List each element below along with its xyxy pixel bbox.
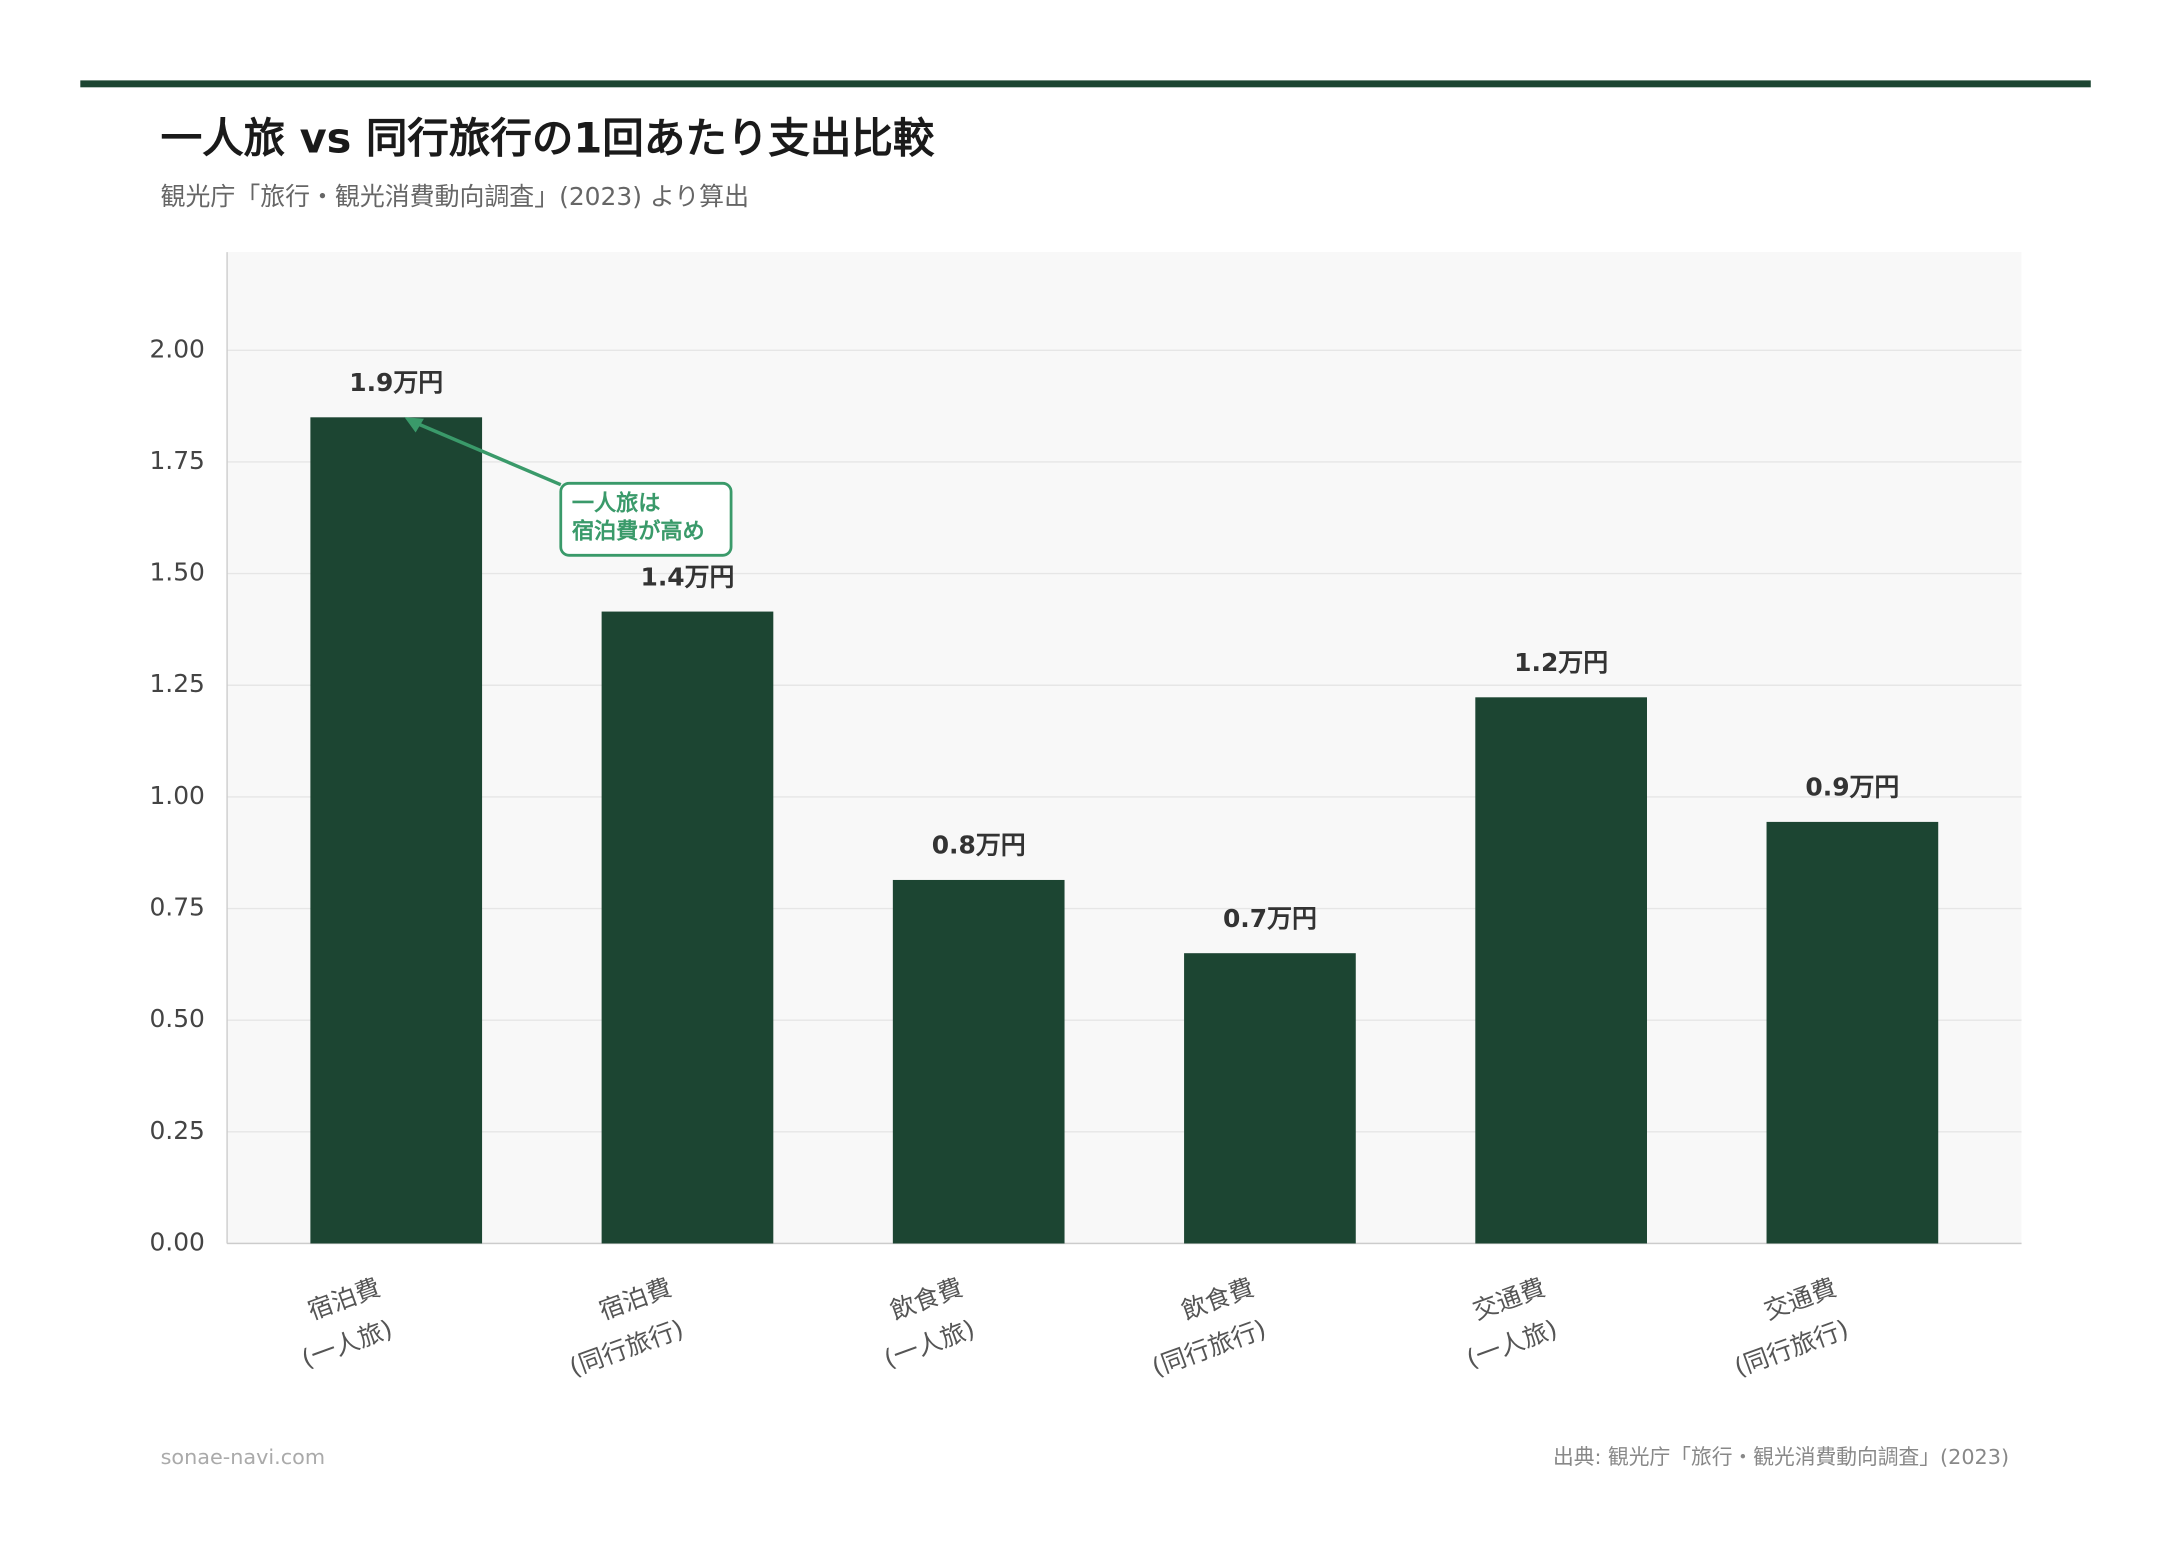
y-tick-label: 1.75 — [149, 446, 204, 475]
y-tick-label: 0.50 — [149, 1004, 204, 1033]
annotation-arrowhead — [404, 417, 424, 433]
x-tick-label: 飲食費(同行旅行) — [1148, 1273, 1270, 1382]
value-label: 0.8万円 — [932, 831, 1026, 860]
value-label: 1.2万円 — [1514, 648, 1608, 677]
x-tick-label-line: 飲食費 — [886, 1273, 966, 1326]
bar — [1766, 821, 1939, 1244]
plot-area — [227, 252, 2022, 1244]
y-tick-label: 1.00 — [149, 781, 204, 810]
annotation-box — [559, 481, 733, 557]
x-tick-label-line: (同行旅行) — [1148, 1314, 1270, 1382]
bar — [892, 879, 1065, 1244]
x-tick-label-line: 宿泊費 — [595, 1273, 675, 1326]
footer-source: 出典: 観光庁「旅行・観光消費動向調査」(2023) — [1553, 1445, 2009, 1469]
x-tick-label: 宿泊費(同行旅行) — [566, 1273, 688, 1382]
bar — [601, 611, 774, 1244]
x-tick-label-line: (同行旅行) — [566, 1314, 688, 1382]
bar — [1184, 953, 1356, 1244]
chart-title: 一人旅 vs 同行旅行の1回あたり支出比較 — [161, 113, 935, 162]
footer-site: sonae-navi.com — [161, 1445, 325, 1469]
x-tick-label-line: (同行旅行) — [1730, 1314, 1852, 1382]
y-tick-label: 1.25 — [149, 669, 204, 698]
x-tick-label: 宿泊費(一人旅) — [298, 1273, 396, 1374]
value-label: 0.9万円 — [1805, 773, 1899, 802]
annotation-text: 宿泊費が高め — [572, 518, 705, 544]
x-tick-label: 交通費(一人旅) — [1463, 1273, 1561, 1374]
annotation-text: 一人旅は — [572, 491, 661, 517]
y-tick-label: 0.00 — [149, 1227, 204, 1256]
x-tick-label-line: 飲食費 — [1178, 1273, 1258, 1326]
chart-subtitle: 観光庁「旅行・観光消費動向調査」(2023) より算出 — [161, 182, 749, 211]
y-tick-label: 1.50 — [149, 558, 204, 587]
x-tick-label-line: 宿泊費 — [304, 1273, 384, 1326]
x-tick-label-line: 交通費 — [1469, 1273, 1549, 1326]
bar — [1475, 697, 1647, 1244]
value-label: 1.4万円 — [640, 562, 734, 591]
y-tick-label: 0.25 — [149, 1116, 204, 1145]
x-tick-label-line: 交通費 — [1760, 1273, 1840, 1326]
top-rule — [80, 80, 2091, 88]
x-tick-label: 飲食費(一人旅) — [880, 1273, 978, 1374]
bar — [310, 417, 483, 1244]
value-label: 1.9万円 — [349, 368, 443, 397]
x-tick-label: 交通費(同行旅行) — [1730, 1273, 1852, 1382]
annotation-arrow — [414, 421, 562, 487]
y-tick-label: 0.75 — [149, 893, 204, 922]
y-tick-label: 2.00 — [149, 334, 204, 363]
value-label: 0.7万円 — [1223, 904, 1317, 933]
